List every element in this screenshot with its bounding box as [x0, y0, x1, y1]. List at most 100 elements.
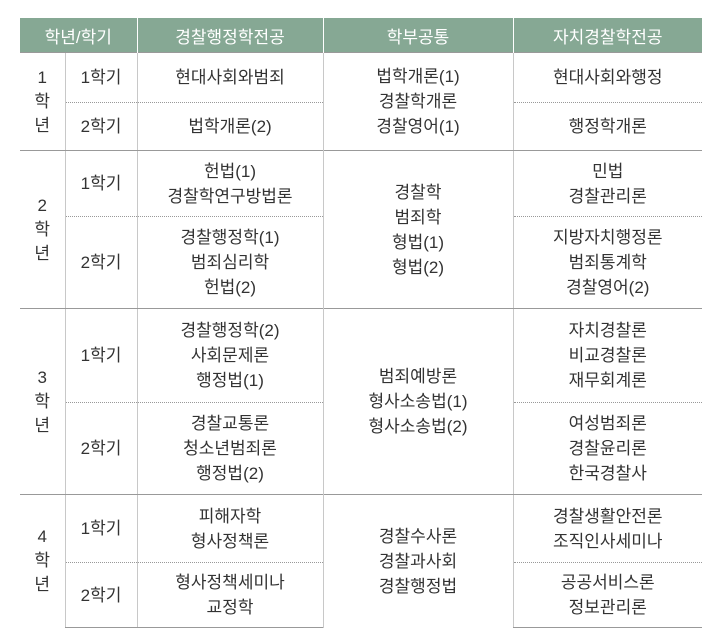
cell-line: 한국경찰사	[568, 464, 647, 483]
cell-line: 형법(2)	[391, 257, 445, 277]
cell-line: 형법(1)	[391, 232, 445, 252]
cell-line: 경찰학	[394, 182, 442, 202]
cell-line: 학	[34, 91, 51, 111]
local-cell: 현대사회와행정	[512, 52, 703, 103]
header-cell: 학부공통	[322, 18, 514, 53]
header-cell: 자치경찰학전공	[512, 18, 703, 53]
local-cell: 경찰생활안전론 조직인사세미나	[512, 494, 703, 563]
term-cell: 2학기	[64, 402, 138, 495]
cell-line: 범죄심리학	[190, 253, 270, 272]
cell-line: 공공서비스론	[560, 573, 655, 592]
curriculum-table: 학년/학기 경찰행정학전공 학부공통 자치경찰학전공 1 학 년 1학기 현대사회와범죄…	[20, 18, 703, 628]
cell-line: 학	[34, 551, 51, 571]
cell-line: 3	[37, 367, 47, 387]
cell-line: 년	[34, 115, 51, 135]
term-cell: 1학기	[64, 494, 138, 563]
table-body: 1 학 년 1학기 현대사회와범죄 법학개론(1) 경찰학개론 경찰영어(1) 현대사회와행정 2…	[20, 52, 703, 628]
cell-line: 자치경찰론	[568, 321, 647, 340]
cell-line: 범죄학	[394, 207, 442, 227]
cell-line: 헌법(2)	[203, 278, 257, 297]
cell-line: 년	[34, 243, 51, 263]
term-cell: 2학기	[64, 562, 138, 628]
cell-line: 경찰영어(2)	[566, 278, 650, 297]
cell-line: 행정학개론	[568, 117, 647, 136]
cell-line: 현대사회와범죄	[175, 68, 285, 87]
cell-line: 2	[37, 195, 47, 215]
cell-line: 현대사회와행정	[553, 68, 663, 87]
cell-line: 재무회계론	[568, 371, 647, 390]
term-cell: 1학기	[64, 308, 138, 403]
cell-line: 학	[34, 219, 51, 239]
cell-line: 정보관리론	[568, 598, 647, 617]
cell-line: 경찰수사론	[378, 526, 458, 546]
admin-cell: 법학개론(2)	[136, 102, 324, 151]
cell-line: 경찰과사회	[378, 551, 458, 571]
term-cell: 1학기	[64, 52, 138, 103]
semester-row: 2학기 법학개론(2) 행정학개론	[20, 102, 703, 151]
cell-line: 교정학	[206, 598, 254, 617]
cell-line: 경찰행정법	[378, 576, 458, 596]
local-cell: 자치경찰론 비교경찰론 재무회계론	[512, 308, 703, 403]
term-cell: 2학기	[64, 216, 138, 309]
cell-line: 청소년범죄론	[183, 439, 277, 458]
cell-line: 년	[34, 575, 51, 595]
cell-line: 형사정책세미나	[175, 573, 285, 592]
header-cell: 학년/학기	[20, 18, 138, 53]
local-cell: 행정학개론	[512, 102, 703, 151]
cell-line: 범죄통계학	[568, 253, 647, 272]
cell-line: 형사소송법(2)	[368, 417, 468, 436]
cell-line: 피해자학	[198, 506, 262, 526]
cell-line: 경찰영어(1)	[376, 117, 460, 136]
cell-line: 사회문제론	[190, 346, 270, 365]
cell-line: 경찰생활안전론	[553, 506, 663, 526]
cell-line: 경찰학개론	[378, 92, 458, 111]
cell-line: 4	[37, 527, 47, 547]
cell-line: 경찰관리론	[568, 186, 647, 206]
cell-line: 지방자치행정론	[553, 228, 663, 247]
cell-line: 헌법(1)	[203, 161, 257, 181]
cell-line: 학	[34, 391, 51, 411]
cell-line: 법학개론(1)	[376, 67, 460, 86]
admin-cell: 현대사회와범죄	[136, 52, 324, 103]
cell-line: 경찰교통론	[190, 414, 270, 433]
cell-line: 경찰학연구방법론	[167, 186, 293, 206]
cell-line: 여성범죄론	[568, 414, 647, 433]
header-row: 학년/학기 경찰행정학전공 학부공통 자치경찰학전공	[20, 18, 703, 53]
cell-line: 경찰행정학(1)	[180, 228, 280, 247]
cell-line: 형사정책론	[190, 531, 270, 551]
cell-line: 형사소송법(1)	[368, 392, 468, 411]
semester-row: 4 학 년 1학기 피해자학 형사정책론 경찰수사론 경찰과사회 경찰행정법 경찰생활안전론 조직인…	[20, 494, 703, 628]
cell-line: 1	[37, 67, 47, 87]
header-cell: 경찰행정학전공	[136, 18, 324, 53]
admin-cell: 헌법(1) 경찰학연구방법론	[136, 150, 324, 217]
cell-line: 행정법(2)	[196, 464, 264, 483]
cell-line: 경찰행정학(2)	[180, 321, 280, 340]
cell-line: 년	[34, 415, 51, 435]
term-cell: 1학기	[64, 150, 138, 217]
term-cell: 2학기	[64, 102, 138, 151]
cell-line: 행정법(1)	[196, 371, 264, 390]
cell-line: 경찰윤리론	[568, 439, 647, 458]
cell-line: 범죄예방론	[378, 367, 458, 386]
cell-line: 민법	[592, 161, 624, 181]
